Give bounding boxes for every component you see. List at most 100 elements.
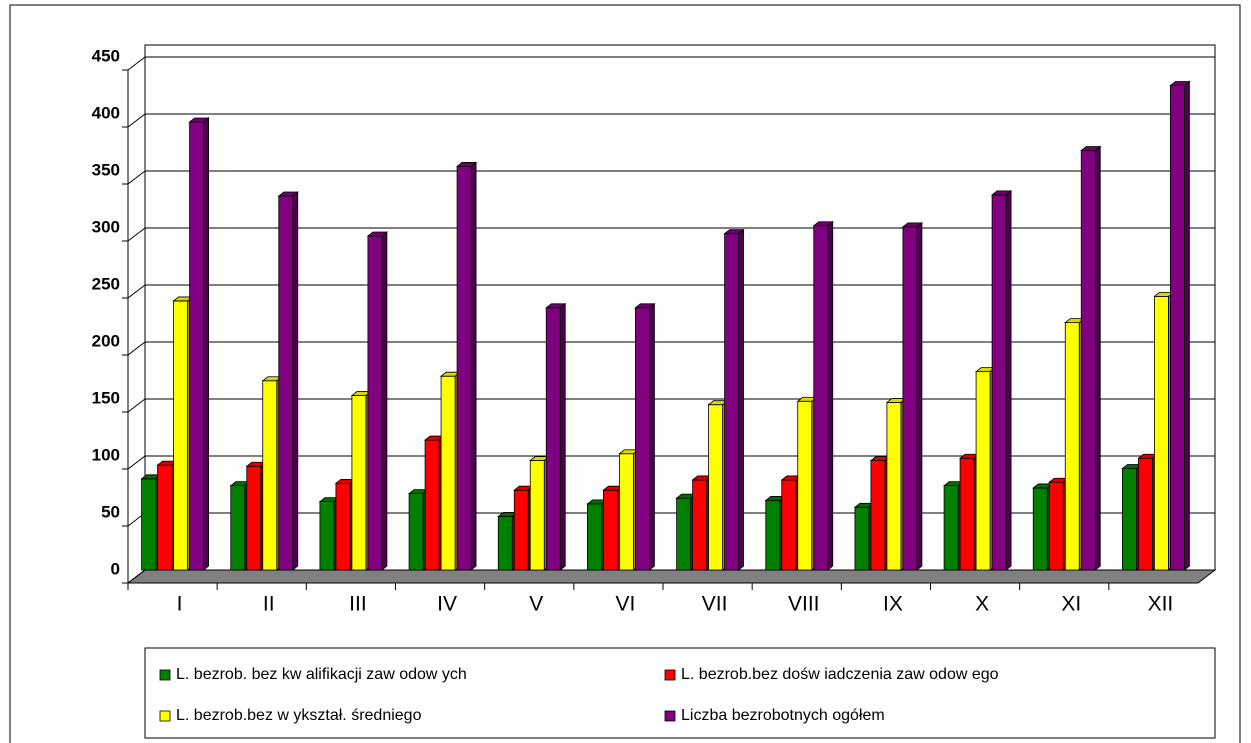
y-tick-label: 150 (92, 388, 120, 407)
bar (173, 300, 188, 571)
bar-side (559, 302, 566, 571)
bar (335, 482, 351, 571)
grid-diagonal (127, 341, 146, 356)
bar (1032, 487, 1048, 571)
legend-swatch (664, 710, 676, 722)
bar-top (1080, 146, 1102, 151)
legend-label: L. bezrob.bez dośw iadczenia zaw odow eg… (681, 666, 999, 683)
legend-swatch (159, 669, 171, 681)
bar (367, 235, 383, 571)
bar (545, 307, 561, 571)
legend-box (144, 647, 1216, 739)
x-tick-label: XI (1061, 593, 1081, 616)
bar (529, 460, 545, 571)
x-tick-label: V (529, 593, 543, 616)
bar (635, 307, 650, 571)
chart-border (9, 4, 1241, 743)
bar-top (366, 231, 389, 237)
bar (262, 380, 278, 571)
bar (1170, 85, 1185, 571)
bar (708, 404, 723, 571)
bar (440, 375, 456, 571)
grid-diagonal (127, 227, 146, 242)
y-tick-label: 0 (111, 559, 120, 578)
legend-swatch (159, 710, 171, 722)
bar-top (545, 303, 567, 309)
legend-swatch (664, 669, 676, 681)
bar-top (990, 190, 1013, 196)
y-tick-label: 250 (92, 274, 120, 293)
bar (351, 395, 367, 571)
y-tick-label: 350 (92, 160, 120, 179)
y-tick-label: 100 (92, 445, 120, 464)
bar-top (455, 162, 478, 167)
bar (424, 439, 440, 571)
bar (959, 457, 975, 571)
bar (886, 402, 902, 571)
grid-diagonal (127, 170, 146, 185)
legend-label: L. bezrob.bez w ykształ. średniego (176, 707, 422, 724)
bar (230, 485, 246, 571)
grid-diagonal (127, 569, 146, 584)
bar (408, 493, 424, 571)
x-tick-label: I (177, 593, 183, 616)
bar-side (827, 220, 834, 571)
bar-top (901, 222, 924, 228)
bar (1048, 481, 1064, 571)
bar (1064, 322, 1080, 571)
bar-side (1184, 80, 1190, 571)
bar (797, 400, 813, 571)
bar-side (292, 191, 299, 571)
bar-top (277, 191, 299, 197)
x-tick-label: XII (1148, 593, 1174, 616)
bar (189, 121, 204, 571)
bar (943, 485, 959, 571)
bar (456, 166, 472, 571)
bar (692, 479, 707, 571)
bar (246, 465, 262, 571)
bar (619, 453, 634, 571)
bar (724, 233, 739, 571)
bar (870, 460, 886, 571)
bar (587, 503, 602, 571)
y-tick-label: 300 (92, 217, 120, 236)
bar-top (1169, 81, 1191, 86)
bar (781, 479, 797, 571)
bar (854, 506, 870, 571)
bar (991, 194, 1007, 571)
bar (1154, 295, 1169, 571)
grid-diagonal (127, 455, 146, 470)
x-tick-label: VIII (788, 593, 820, 616)
bar-side (381, 231, 388, 571)
bar (157, 464, 172, 571)
bar-top (188, 117, 210, 123)
grid-diagonal (127, 284, 146, 299)
bar-top (723, 229, 745, 235)
x-tick-label: II (263, 593, 275, 616)
y-tick-label: 50 (101, 502, 120, 521)
y-tick-label: 200 (92, 331, 120, 350)
bar (141, 478, 156, 571)
bar-side (1094, 145, 1101, 571)
bar (902, 226, 918, 571)
floor (126, 569, 1217, 584)
bar-side (916, 222, 923, 571)
legend-label: L. bezrob. bez kw alifikacji zaw odow yc… (176, 666, 467, 683)
bar (676, 497, 691, 571)
x-tick-label: VII (702, 593, 728, 616)
bar-side (649, 302, 655, 571)
y-tick-label: 450 (92, 46, 120, 65)
x-tick-label: III (349, 593, 367, 616)
bar (813, 225, 829, 571)
x-tick-label: IX (883, 593, 903, 616)
bar (319, 501, 335, 571)
x-tick-label: X (975, 593, 989, 616)
legend-label: Liczba bezrobotnych ogółem (681, 707, 885, 724)
bar (497, 516, 513, 571)
bar-top (634, 303, 656, 309)
bar-side (203, 117, 209, 571)
bar-side (738, 228, 744, 571)
grid-diagonal (127, 398, 146, 413)
bar-top (812, 221, 834, 227)
